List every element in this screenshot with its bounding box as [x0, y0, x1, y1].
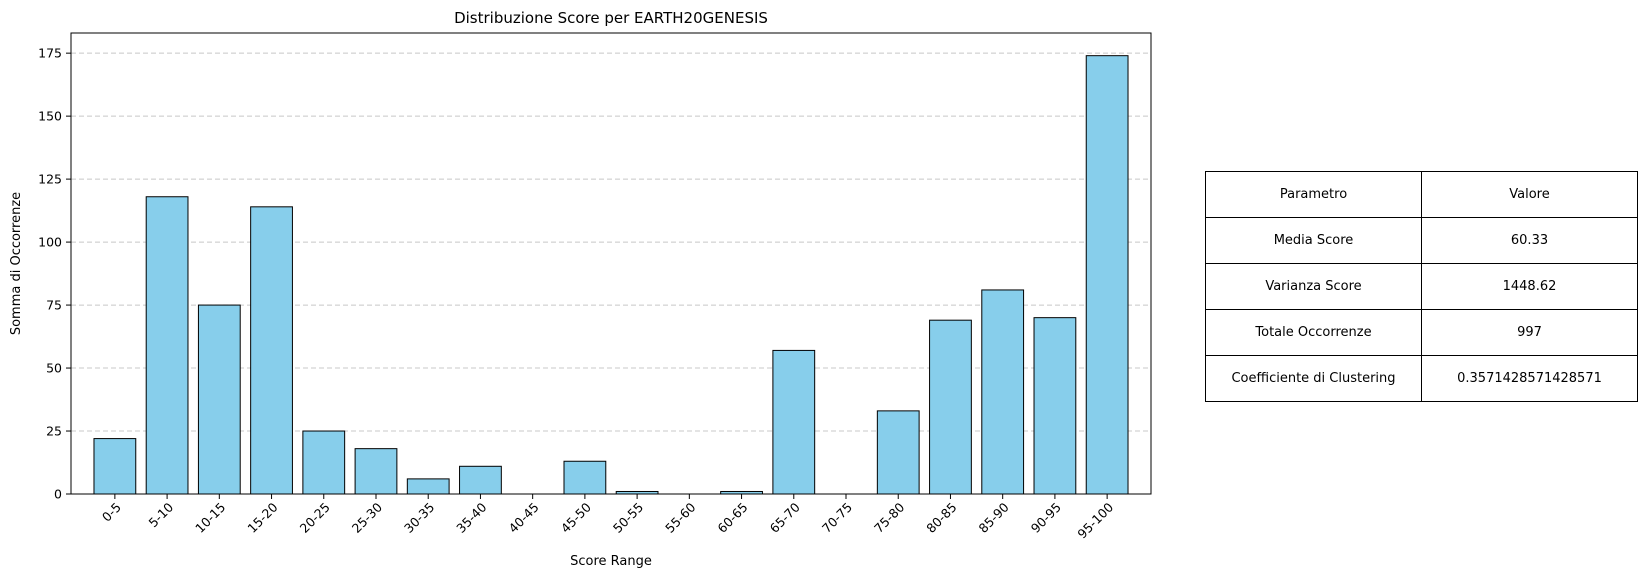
y-tick-label: 175 [38, 46, 62, 61]
table-cell: Media Score [1205, 217, 1422, 264]
bar [929, 319, 972, 495]
table-row: Totale Occorrenze 997 [1205, 309, 1638, 356]
table-header-cell: Valore [1421, 171, 1638, 218]
x-tick-label: 70-75 [819, 500, 855, 536]
y-axis-label: Somma di Occorrenze [9, 192, 24, 335]
table-cell: 60.33 [1421, 217, 1638, 264]
x-tick-label: 95-100 [1074, 499, 1116, 541]
y-tick-label: 125 [38, 172, 62, 187]
bar [459, 465, 502, 495]
stats-table: Parametro Valore Media Score 60.33 Varia… [1205, 171, 1638, 402]
table-header-row: Parametro Valore [1205, 171, 1638, 218]
table-header-cell: Parametro [1205, 171, 1422, 218]
x-tick-label: 30-35 [401, 500, 437, 536]
bar [354, 448, 398, 495]
x-tick-label: 25-30 [349, 499, 385, 535]
table-cell: Coefficiente di Clustering [1205, 355, 1422, 402]
y-tick-label: 75 [46, 298, 62, 313]
bar [1085, 55, 1129, 495]
bar [981, 289, 1025, 495]
table-row: Media Score 60.33 [1205, 217, 1638, 264]
y-tick-label: 50 [46, 361, 62, 376]
x-tick-label: 85-90 [976, 499, 1012, 535]
y-tick-label: 0 [54, 487, 62, 502]
x-tick-label: 55-60 [662, 499, 698, 535]
table-row: Coefficiente di Clustering 0.35714285714… [1205, 355, 1638, 402]
table-cell: Varianza Score [1205, 263, 1422, 310]
table-cell: Totale Occorrenze [1205, 309, 1422, 356]
x-tick-label: 80-85 [923, 500, 959, 536]
x-tick-label: 20-25 [297, 500, 333, 536]
x-tick-label: 5-10 [146, 499, 177, 530]
x-tick-label: 40-45 [505, 500, 541, 536]
bar [302, 430, 346, 495]
y-tick-label: 100 [38, 235, 62, 250]
y-tick-label: 150 [38, 109, 62, 124]
x-tick-label: 50-55 [610, 500, 646, 536]
table-cell: 997 [1421, 309, 1638, 356]
x-axis-ticks: 0-5 5-10 10-15 15-20 20-25 25-30 30-35 35-40 40-… [99, 494, 1116, 541]
bar [250, 206, 293, 495]
x-tick-label: 75-80 [871, 499, 907, 535]
table-cell: 1448.62 [1421, 263, 1638, 310]
plot-frame [70, 32, 1152, 495]
x-axis-label: Score Range [570, 554, 652, 569]
bar [1033, 317, 1077, 495]
bar [93, 438, 137, 495]
x-tick-label: 0-5 [99, 500, 124, 525]
x-tick-label: 35-40 [453, 499, 489, 535]
bar [197, 304, 241, 495]
bars [93, 55, 1129, 495]
x-tick-label: 15-20 [244, 499, 280, 535]
bar [406, 478, 450, 495]
table-row: Varianza Score 1448.62 [1205, 263, 1638, 310]
y-axis-ticks: 0 25 50 75 100 125 150 175 [38, 46, 71, 502]
y-tick-label: 25 [46, 424, 62, 439]
x-tick-label: 45-50 [558, 499, 594, 535]
bar [563, 460, 607, 495]
x-tick-label: 90-95 [1028, 500, 1064, 536]
x-tick-label: 10-15 [192, 500, 228, 536]
bar [876, 410, 920, 495]
x-tick-label: 65-70 [767, 499, 803, 535]
table-cell: 0.3571428571428571 [1421, 355, 1638, 402]
x-tick-label: 60-65 [714, 500, 750, 536]
bar [145, 196, 189, 495]
chart-title: Distribuzione Score per EARTH20GENESIS [454, 9, 768, 27]
bar [772, 349, 816, 495]
